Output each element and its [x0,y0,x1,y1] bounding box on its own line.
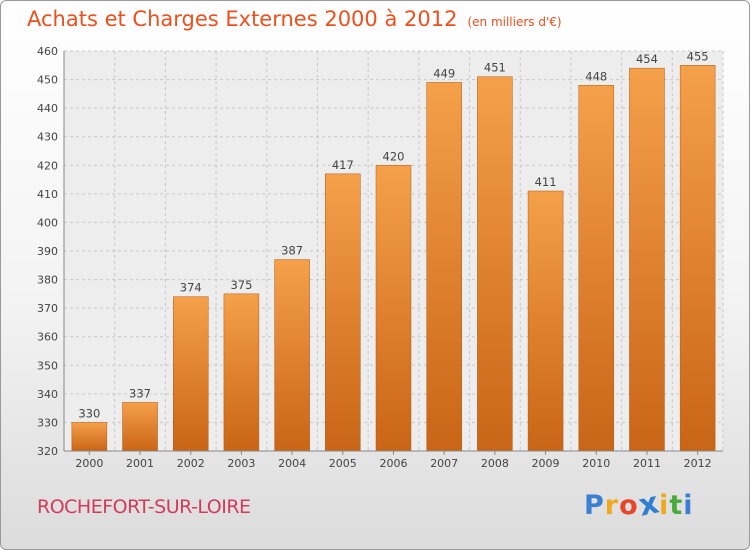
y-tick-label: 440 [37,102,58,115]
bar [426,82,462,452]
y-tick-label: 450 [37,74,58,87]
y-axis: 320 330 340 350 360 370 380 390 400 410 420 430 440 4… [37,45,65,458]
x-tick-label: 2010 [582,457,610,470]
bar-value-label: 455 [687,49,709,63]
bar-value-label: 451 [484,61,506,75]
logo-letter: i [659,490,670,521]
proxiti-logo: Proxiti [584,485,694,523]
bars: 330 337 374 375 387 417 420 449 451 411 448 454 455 [71,49,716,452]
y-tick-label: 420 [37,159,58,172]
x-tick-label: 2003 [227,457,255,470]
location-label: ROCHEFORT-SUR-LOIRE [37,496,251,518]
y-tick-label: 400 [37,216,58,229]
x-tick-label: 2006 [380,457,408,470]
bar [274,259,310,452]
bar-value-label: 417 [332,158,354,172]
x-axis: 2000 2001 2002 2003 2004 2005 2006 2007 2008 2009… [64,450,723,470]
y-tick-label: 380 [37,274,58,287]
bar [71,422,108,452]
bar-value-label: 411 [535,175,557,189]
bar [172,296,209,452]
x-tick-label: 2011 [633,457,661,470]
bar [223,293,260,452]
x-tick-label: 2008 [481,457,509,470]
bar [477,76,513,452]
bar [122,402,158,452]
unit-label: (en milliers d'€) [467,15,562,29]
bar [578,85,615,452]
y-tick-label: 340 [37,388,58,401]
x-tick-label: 2005 [329,457,357,470]
y-tick-label: 350 [37,359,58,372]
y-tick-label: 370 [37,302,58,315]
bar [375,165,412,452]
logo-letter: r [604,490,620,521]
logo-letter: i [683,490,694,521]
bar-value-label: 387 [281,244,303,258]
logo-letter: o [619,490,639,521]
x-tick-label: 2000 [75,457,103,470]
bar-value-label: 448 [585,69,607,83]
bar-value-label: 420 [383,149,405,163]
x-tick-label: 2007 [430,457,458,470]
bar-value-label: 449 [433,66,455,80]
chart-title: Achats et Charges Externes 2000 à 2012 (e… [27,7,562,31]
title-text: Achats et Charges Externes 2000 à 2012 [27,7,458,31]
x-tick-label: 2002 [177,457,205,470]
bar-value-label: 375 [230,278,252,292]
y-tick-label: 330 [37,416,58,429]
bar [527,190,564,452]
y-tick-label: 410 [37,188,58,201]
bar [629,67,665,452]
x-tick-label: 2004 [278,457,306,470]
bar-value-label: 374 [180,281,202,295]
y-tick-label: 320 [37,445,58,458]
logo-letter: t [669,490,684,521]
x-tick-label: 2009 [532,457,560,470]
bar [325,173,361,452]
x-tick-label: 2001 [126,457,154,470]
y-tick-label: 430 [37,131,58,144]
bar-value-label: 330 [78,406,100,420]
bar [679,65,716,452]
y-tick-label: 460 [37,45,58,58]
y-tick-label: 390 [37,245,58,258]
logo-letter: P [584,490,605,521]
bar-value-label: 454 [636,52,658,66]
x-tick-label: 2012 [684,457,712,470]
bar-value-label: 337 [129,386,151,400]
y-tick-label: 360 [37,331,58,344]
